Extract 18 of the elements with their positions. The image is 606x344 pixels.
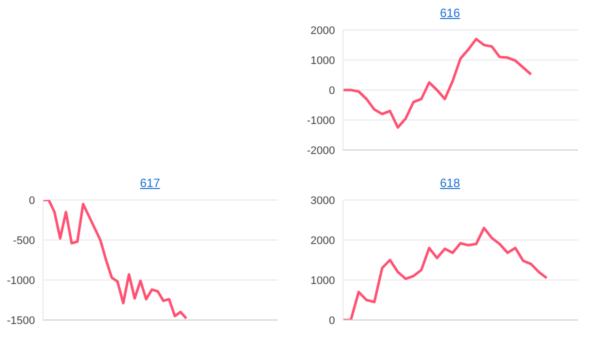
y-tick-label: -2000 xyxy=(306,144,335,157)
chart-title: 617 xyxy=(138,175,162,192)
y-tick-label: -500 xyxy=(12,234,35,247)
y-tick-label: 2000 xyxy=(310,234,335,247)
chart-title: 618 xyxy=(438,175,462,192)
y-tick-label: 1000 xyxy=(310,54,335,67)
y-tick-label: -1000 xyxy=(6,274,35,287)
y-tick-label: 2000 xyxy=(310,24,335,37)
y-tick-label: 0 xyxy=(328,314,335,327)
y-tick-label: 0 xyxy=(28,194,35,207)
y-tick-label: -1500 xyxy=(6,314,35,327)
y-tick-label: 0 xyxy=(328,84,335,97)
line-series xyxy=(343,226,548,320)
y-tick-label: 1000 xyxy=(310,274,335,287)
chart-title: 616 xyxy=(438,5,462,22)
line-series xyxy=(343,38,532,129)
y-tick-label: 3000 xyxy=(310,194,335,207)
y-tick-label: -1000 xyxy=(306,114,335,127)
